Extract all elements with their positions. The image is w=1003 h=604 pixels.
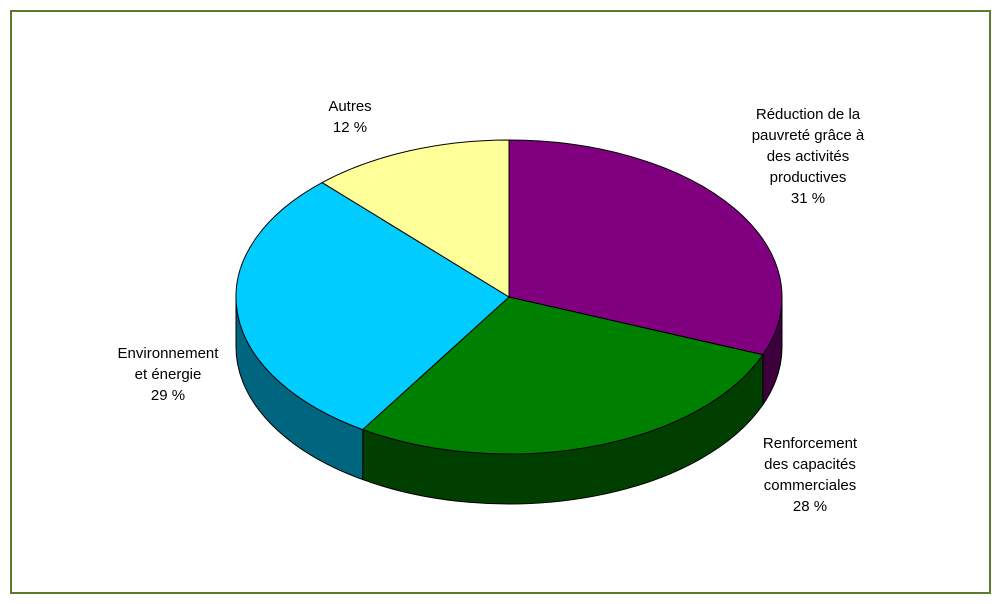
slice-label-line: et énergie xyxy=(134,366,202,383)
pie-slice xyxy=(235,182,510,431)
slice-label-autres: Autres 12 % xyxy=(300,96,400,138)
slice-value-label: 31 % xyxy=(790,190,826,207)
pie-slice xyxy=(508,139,783,356)
slice-label-environnement: Environnement et énergie 29 % xyxy=(98,343,238,406)
slice-label-reduction: Réduction de la pauvreté grâce à des act… xyxy=(730,104,886,209)
slice-label-line: Renforcement xyxy=(762,435,858,452)
slice-label-renforcement: Renforcement des capacités commerciales … xyxy=(740,433,880,517)
slice-value-label: 12 % xyxy=(332,119,368,136)
pie-slice xyxy=(362,296,764,455)
slice-label-line: productives xyxy=(769,169,847,186)
slice-label-line: des activités xyxy=(766,148,850,165)
pie-slice xyxy=(321,139,510,298)
slice-value-label: 28 % xyxy=(792,498,828,515)
slice-label-line: Autres xyxy=(328,98,372,115)
slice-label-line: commerciales xyxy=(763,477,857,494)
slice-value-label: 29 % xyxy=(150,387,186,404)
slice-label-line: Réduction de la xyxy=(755,106,861,123)
slice-label-line: pauvreté grâce à xyxy=(751,127,865,144)
slice-label-line: Environnement xyxy=(117,345,219,362)
slice-label-line: des capacités xyxy=(764,456,856,473)
